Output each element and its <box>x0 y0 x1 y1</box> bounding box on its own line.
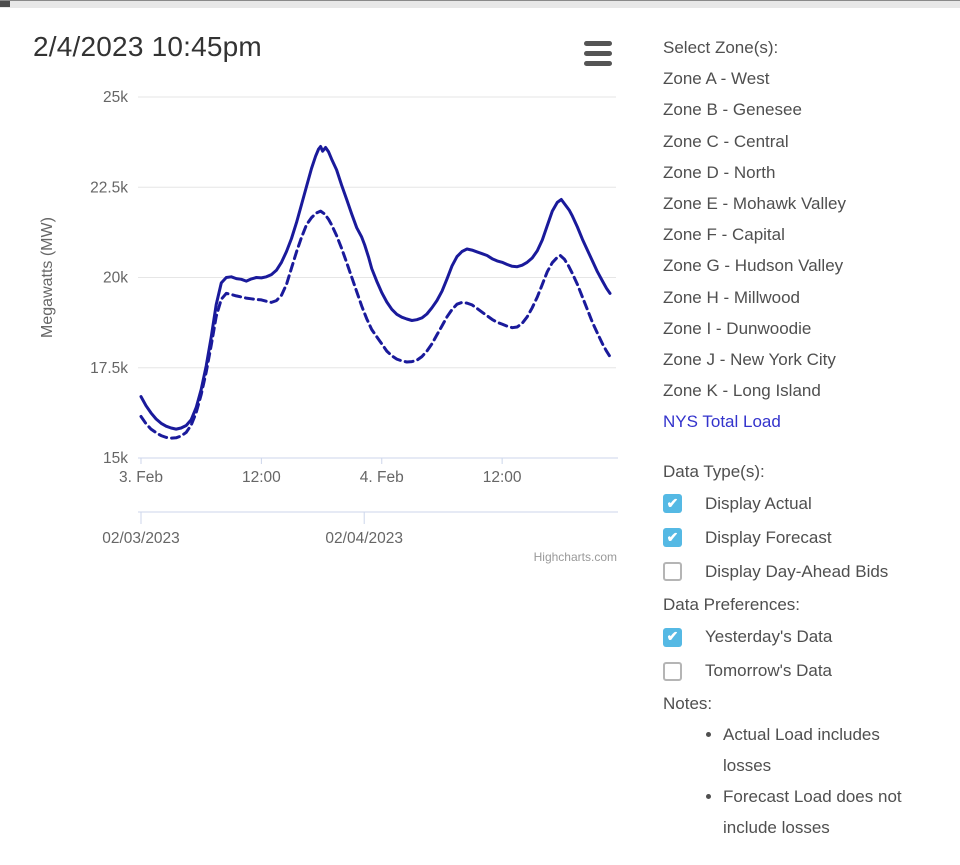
sidebar: Select Zone(s): Zone A - West Zone B - Ge… <box>663 32 955 843</box>
series-line-forecast-load <box>139 209 612 440</box>
chart-context-menu-button[interactable] <box>584 41 612 66</box>
checked-checkbox-icon[interactable]: ✔ <box>663 528 682 548</box>
date-axis-tick-label: 02/03/2023 <box>102 530 180 547</box>
zone-list: Zone A - West Zone B - Genesee Zone C - Ce… <box>663 63 955 406</box>
spacer <box>663 438 955 456</box>
hamburger-icon <box>584 51 612 56</box>
chart-title: 2/4/2023 10:45pm <box>33 31 262 62</box>
data-type-checkbox-group: ✔ Display Actual ✔ Display Forecast Display … <box>663 487 955 589</box>
y-axis-tick-label: 17.5k <box>90 360 128 377</box>
load-chart: 25k 22.5k 20k 17.5k 15k Megawatts (MW) 3. Feb 1… <box>39 89 618 564</box>
zone-item-zone-i-dunwoodie[interactable]: Zone I - Dunwoodie <box>663 318 812 338</box>
zone-item-zone-d-north[interactable]: Zone D - North <box>663 162 776 182</box>
hamburger-icon <box>584 61 612 66</box>
x-axis-tick-label: 3. Feb <box>119 469 163 486</box>
zone-item-zone-f-capital[interactable]: Zone F - Capital <box>663 225 785 245</box>
x-axis-tick-label: 4. Feb <box>360 469 404 486</box>
zone-item-zone-a-west[interactable]: Zone A - West <box>663 69 770 89</box>
data-preferences-heading: Data Preferences: <box>663 594 801 614</box>
checkbox-row-display-forecast[interactable]: ✔ Display Forecast <box>663 521 955 555</box>
highcharts-credit: Highcharts.com <box>534 550 617 564</box>
checked-checkbox-icon[interactable]: ✔ <box>663 627 682 647</box>
checkbox-row-display-day-ahead-bids[interactable]: Display Day-Ahead Bids <box>663 555 955 589</box>
y-axis-tick-label: 25k <box>103 89 128 106</box>
zone-item-zone-e-mohawk-valley[interactable]: Zone E - Mohawk Valley <box>663 194 846 214</box>
y-axis-title: Megawatts (MW) <box>39 217 56 338</box>
window-corner-block <box>0 1 10 7</box>
series-line-actual-load <box>139 145 612 431</box>
x-axis-tick-label: 12:00 <box>242 469 281 486</box>
zone-item-zone-j-new-york-city[interactable]: Zone J - New York City <box>663 350 836 370</box>
select-zones-heading: Select Zone(s): <box>663 38 779 57</box>
checkmark-icon: ✔ <box>666 528 679 545</box>
y-axis-tick-label: 20k <box>103 270 128 287</box>
checkbox-row-tomorrow-s-data[interactable]: Tomorrow's Data <box>663 654 955 688</box>
zone-item-zone-g-hudson-valley[interactable]: Zone G - Hudson Valley <box>663 256 844 276</box>
checkbox-row-display-actual[interactable]: ✔ Display Actual <box>663 487 955 521</box>
unchecked-checkbox-icon[interactable] <box>663 661 682 681</box>
zone-item-zone-h-millwood[interactable]: Zone H - Millwood <box>663 287 800 307</box>
unchecked-checkbox-icon[interactable] <box>663 562 682 582</box>
window-top-strip <box>0 0 960 8</box>
hamburger-icon <box>584 41 612 46</box>
date-axis-tick-label: 02/04/2023 <box>325 530 403 547</box>
notes-heading: Notes: <box>663 694 713 714</box>
y-axis-tick-label: 22.5k <box>90 179 128 196</box>
y-axis-tick-label: 15k <box>103 450 128 467</box>
data-preference-checkbox-group: ✔ Yesterday's Data Tomorrow's Data <box>663 620 955 688</box>
data-types-heading: Data Type(s): <box>663 461 765 481</box>
checkbox-label[interactable]: Yesterday's Data <box>705 627 833 647</box>
note-item: Forecast Load does not include losses <box>723 781 915 843</box>
zone-item-zone-c-central[interactable]: Zone C - Central <box>663 131 789 151</box>
checkbox-row-yesterday-s-data[interactable]: ✔ Yesterday's Data <box>663 620 955 654</box>
checked-checkbox-icon[interactable]: ✔ <box>663 494 682 514</box>
notes-list: Actual Load includes lossesForecast Load… <box>663 719 955 843</box>
checkbox-label[interactable]: Display Forecast <box>705 527 832 547</box>
zone-item-zone-k-long-island[interactable]: Zone K - Long Island <box>663 381 821 401</box>
checkbox-label[interactable]: Display Actual <box>705 493 812 513</box>
nys-total-load-link[interactable]: NYS Total Load <box>663 412 781 432</box>
x-axis-tick-label: 12:00 <box>483 469 522 486</box>
checkmark-icon: ✔ <box>666 628 679 645</box>
checkmark-icon: ✔ <box>666 494 679 511</box>
note-item: Actual Load includes losses <box>723 719 915 781</box>
zone-item-zone-b-genesee[interactable]: Zone B - Genesee <box>663 100 802 120</box>
checkbox-label[interactable]: Display Day-Ahead Bids <box>705 561 889 581</box>
checkbox-label[interactable]: Tomorrow's Data <box>705 661 833 681</box>
